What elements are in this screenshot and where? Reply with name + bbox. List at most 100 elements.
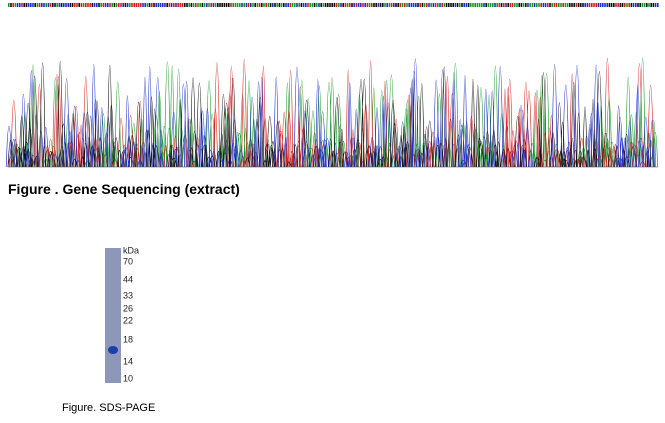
- base-call: [245, 3, 248, 7]
- base-call: [25, 3, 28, 7]
- base-call: [109, 3, 111, 7]
- base-call: [122, 3, 124, 7]
- base-call: [344, 3, 347, 7]
- base-call: [118, 3, 120, 7]
- base-call: [454, 3, 457, 7]
- base-call: [533, 3, 536, 7]
- base-call: [329, 3, 331, 7]
- base-call: [96, 3, 98, 7]
- base-call: [357, 3, 360, 7]
- base-call: [538, 3, 540, 7]
- base-call: [153, 3, 155, 7]
- base-call: [201, 3, 204, 7]
- base-call: [599, 3, 602, 7]
- base-call: [520, 3, 523, 7]
- base-call: [206, 3, 208, 7]
- marker-label: 44: [123, 274, 133, 284]
- base-call: [54, 3, 56, 7]
- base-call: [371, 3, 373, 7]
- base-call: [483, 3, 485, 7]
- base-call: [126, 3, 129, 7]
- base-call: [602, 3, 604, 7]
- base-call: [632, 3, 635, 7]
- base-call: [294, 3, 296, 7]
- base-call: [111, 3, 113, 7]
- base-call: [331, 3, 333, 7]
- base-call: [346, 3, 349, 7]
- base-call: [639, 3, 641, 7]
- base-call: [272, 3, 274, 7]
- base-call: [459, 3, 461, 7]
- base-call: [456, 3, 459, 7]
- base-call: [179, 3, 182, 7]
- base-call: [566, 3, 569, 7]
- base-call: [225, 3, 228, 7]
- base-call: [461, 3, 463, 7]
- base-call: [362, 3, 364, 7]
- base-call: [355, 3, 358, 7]
- base-call: [586, 3, 589, 7]
- base-call: [419, 3, 421, 7]
- base-call: [544, 3, 547, 7]
- base-call: [85, 3, 87, 7]
- base-call: [221, 3, 223, 7]
- base-call: [604, 3, 606, 7]
- base-call: [217, 3, 219, 7]
- base-call: [525, 3, 527, 7]
- base-call: [588, 3, 591, 7]
- base-call: [463, 3, 465, 7]
- base-call: [410, 3, 413, 7]
- base-call: [619, 3, 622, 7]
- base-call: [274, 3, 276, 7]
- base-call: [470, 3, 472, 7]
- base-call: [467, 3, 470, 7]
- base-call: [322, 3, 325, 7]
- base-call: [360, 3, 362, 7]
- base-call: [212, 3, 215, 7]
- base-call: [267, 3, 270, 7]
- base-call: [45, 3, 47, 7]
- base-call: [65, 3, 67, 7]
- base-call: [452, 3, 454, 7]
- base-call: [49, 3, 52, 7]
- sequencing-caption: Figure . Gene Sequencing (extract): [8, 181, 240, 197]
- base-call: [8, 3, 10, 7]
- base-call: [102, 3, 105, 7]
- base-call: [124, 3, 127, 7]
- marker-label: 14: [123, 356, 133, 366]
- base-call: [23, 3, 25, 7]
- base-call: [291, 3, 294, 7]
- base-call: [613, 3, 615, 7]
- base-call: [503, 3, 505, 7]
- base-call: [236, 3, 239, 7]
- base-call: [320, 3, 322, 7]
- base-call: [19, 3, 21, 7]
- base-call: [164, 3, 166, 7]
- base-call: [591, 3, 593, 7]
- base-call: [485, 3, 487, 7]
- base-call: [364, 3, 366, 7]
- base-call: [93, 3, 96, 7]
- base-call: [133, 3, 135, 7]
- base-call: [522, 3, 525, 7]
- base-call: [635, 3, 637, 7]
- base-call: [285, 3, 287, 7]
- base-call: [500, 3, 503, 7]
- base-call: [450, 3, 452, 7]
- base-call: [580, 3, 582, 7]
- base-call: [542, 3, 545, 7]
- base-call: [159, 3, 162, 7]
- base-call: [432, 3, 435, 7]
- base-call: [386, 3, 388, 7]
- base-call: [597, 3, 600, 7]
- base-call: [16, 3, 19, 7]
- base-call: [437, 3, 439, 7]
- base-call: [41, 3, 43, 7]
- base-call: [434, 3, 437, 7]
- base-call: [89, 3, 91, 7]
- base-call: [443, 3, 446, 7]
- base-call: [278, 3, 281, 7]
- base-call: [269, 3, 272, 7]
- base-call: [445, 3, 448, 7]
- base-call: [32, 3, 34, 7]
